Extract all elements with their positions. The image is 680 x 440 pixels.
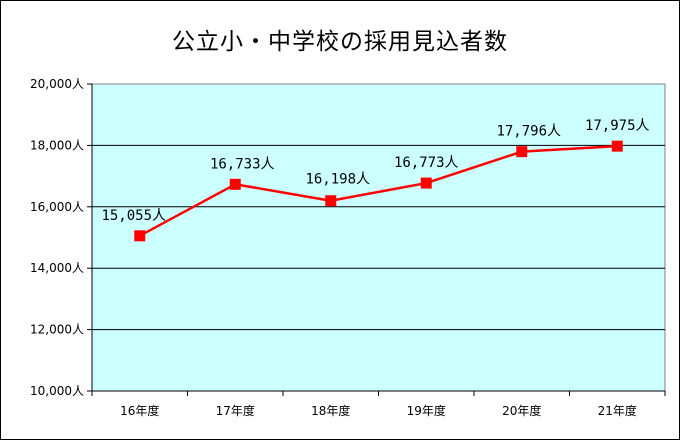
series-line-0 — [139, 144, 618, 237]
data-point-5 — [611, 140, 623, 152]
x-tick-label-3: 19年度 — [407, 403, 446, 418]
y-tick-label-5: 20,000人 — [30, 77, 84, 91]
data-point-1 — [229, 178, 241, 190]
data-label-3: 16,773人 — [394, 155, 459, 171]
data-point-2 — [325, 195, 337, 207]
data-label-2: 16,198人 — [305, 172, 370, 188]
chart-title: 公立小・中学校の採用見込者数 — [172, 29, 508, 55]
plot-area — [91, 83, 666, 392]
x-tick-label-4: 20年度 — [502, 403, 541, 418]
data-label-5: 17,975人 — [585, 118, 650, 134]
x-tick-label-0: 16年度 — [120, 403, 159, 418]
y-tick-label-4: 18,000人 — [30, 138, 84, 152]
data-label-4: 17,796人 — [496, 124, 561, 140]
x-tick-label-5: 21年度 — [598, 403, 637, 418]
x-tick-label-1: 17年度 — [216, 403, 255, 418]
data-label-1: 16,733人 — [210, 156, 275, 172]
y-tick-label-1: 12,000人 — [30, 323, 84, 337]
y-tick-label-2: 14,000人 — [30, 261, 84, 275]
data-point-3 — [420, 177, 432, 189]
y-tick-label-3: 16,000人 — [30, 200, 84, 214]
data-label-0: 15,055人 — [101, 208, 166, 224]
x-tick-label-2: 18年度 — [311, 403, 350, 418]
data-point-0 — [134, 230, 146, 242]
data-point-4 — [516, 146, 528, 158]
y-tick-label-0: 10,000人 — [30, 384, 84, 398]
